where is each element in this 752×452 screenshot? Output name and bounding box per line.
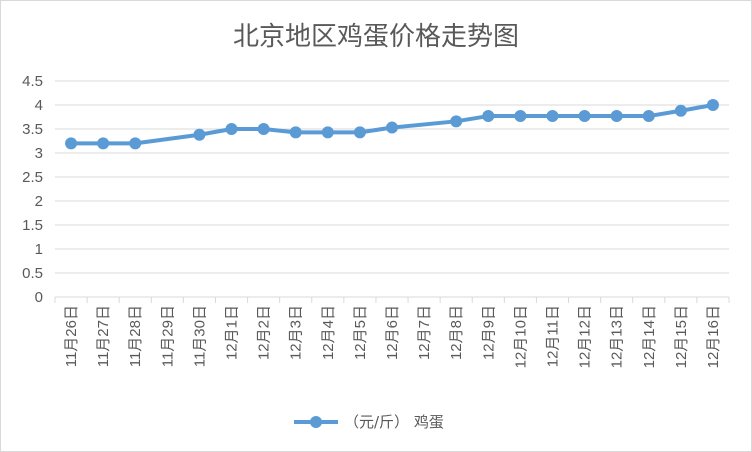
x-tick-label: 12月3日 xyxy=(288,305,305,360)
x-tick-label: 11月29日 xyxy=(159,305,176,367)
y-tick-label: 0 xyxy=(35,289,43,306)
x-tick-label: 12月6日 xyxy=(384,305,401,360)
x-tick-label: 11月26日 xyxy=(63,305,80,367)
chart-title: 北京地区鸡蛋价格走势图 xyxy=(233,22,519,52)
x-tick-labels: 11月26日 11月27日 11月28日 11月29日 11月30日 12月1日 12月2日… xyxy=(63,305,722,368)
data-point xyxy=(353,126,366,139)
data-point xyxy=(97,137,110,150)
data-point xyxy=(386,121,398,134)
x-tick-label: 12月16日 xyxy=(705,305,722,368)
data-point xyxy=(257,123,270,135)
data-point xyxy=(514,110,527,123)
y-tick-label: 0.5 xyxy=(22,265,43,282)
y-tick-label: 4.5 xyxy=(22,73,43,90)
data-point xyxy=(546,110,559,123)
data-point xyxy=(578,110,591,123)
x-tick-label: 12月8日 xyxy=(448,305,465,360)
y-tick-label: 3.5 xyxy=(22,121,43,138)
data-point xyxy=(610,110,623,123)
x-tick-label: 12月13日 xyxy=(609,305,626,368)
x-tick-label: 11月30日 xyxy=(191,305,208,367)
x-tick-label: 12月2日 xyxy=(256,305,273,360)
x-tick-label: 12月5日 xyxy=(352,305,369,360)
x-tick-label: 12月14日 xyxy=(641,305,658,368)
y-tick-label: 1 xyxy=(35,241,43,258)
data-point xyxy=(225,123,238,135)
x-tick-label: 12月9日 xyxy=(480,305,497,360)
data-point xyxy=(65,137,78,150)
x-tick-label: 12月12日 xyxy=(577,305,594,368)
data-point xyxy=(450,115,463,128)
y-tick-label: 2 xyxy=(35,193,43,210)
axes xyxy=(54,296,730,303)
x-tick-label: 12月15日 xyxy=(673,305,690,368)
legend-point-marker xyxy=(310,416,322,428)
gridlines xyxy=(55,80,729,274)
data-point xyxy=(706,99,719,111)
x-tick-label: 11月28日 xyxy=(127,305,144,367)
x-tick-label: 12月10日 xyxy=(512,305,529,368)
y-tick-label: 1.5 xyxy=(22,217,43,234)
series-layer xyxy=(65,99,719,150)
x-tick-label: 12月1日 xyxy=(224,305,241,360)
y-tick-label: 3 xyxy=(35,145,43,162)
y-tick-labels: 0 0.5 1 1.5 2 2.5 3 3.5 4 4.5 xyxy=(22,73,43,306)
x-tick-label: 12月7日 xyxy=(416,305,433,360)
x-tick-label: 12月11日 xyxy=(544,305,561,367)
data-point xyxy=(289,126,302,139)
x-tick-label: 12月4日 xyxy=(320,305,337,360)
data-point xyxy=(482,110,495,123)
x-tick-label: 11月27日 xyxy=(95,305,112,367)
data-point xyxy=(129,137,142,150)
y-tick-label: 2.5 xyxy=(22,169,43,186)
data-point xyxy=(642,110,655,123)
data-point xyxy=(321,126,334,139)
data-point xyxy=(674,104,687,117)
legend-label: （元/斤） 鸡蛋 xyxy=(344,413,444,431)
data-point xyxy=(193,128,206,141)
y-tick-label: 4 xyxy=(35,97,43,114)
legend: （元/斤） 鸡蛋 xyxy=(294,413,444,431)
